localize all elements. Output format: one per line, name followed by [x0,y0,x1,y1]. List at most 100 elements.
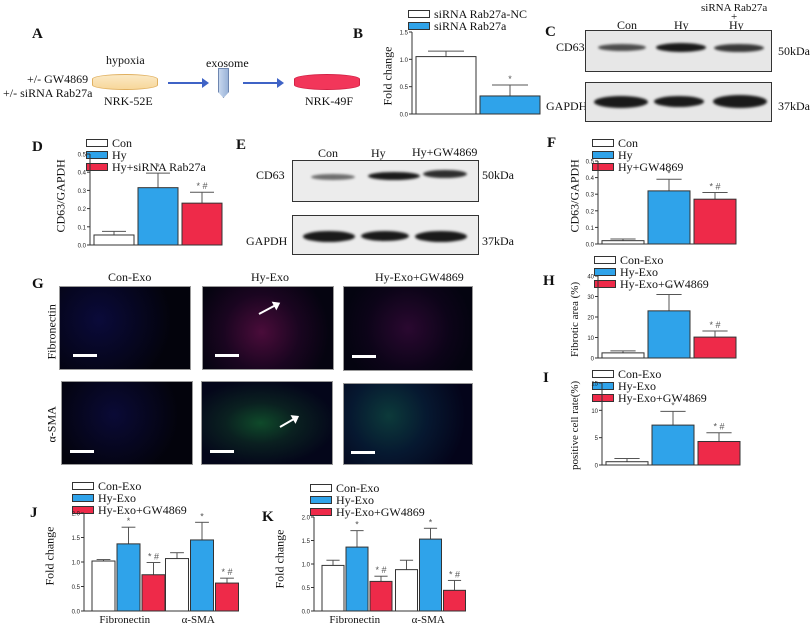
arrow-icon [243,82,281,84]
lane-label: Hy [729,18,744,32]
svg-text:0.0: 0.0 [78,244,87,250]
blot-size: 50kDa [778,44,810,58]
legend-text: Hy [112,148,127,162]
arrow-head-icon [277,78,284,88]
chart-j: 0.0 0.5 1.0 1.5 2.0 Fibronectin α-SMA * * # * * # [70,511,239,632]
legend-swatch [310,484,332,492]
svg-text:*: * [508,74,512,84]
panel-label-d: D [32,139,43,155]
legend-k: Con-Exo Hy-Exo Hy-Exo+GW4869 [310,482,425,518]
svg-text:0.3: 0.3 [78,189,87,195]
svg-text:* #: * # [196,181,207,191]
legend-text: Hy+GW4869 [618,160,684,174]
svg-text:1.0: 1.0 [302,563,311,569]
panel-label-f: F [547,135,557,151]
svg-text:0: 0 [591,357,595,363]
legend-b: siRNA Rab27a-NC siRNA Rab27a [408,8,527,32]
svg-text:0: 0 [595,464,599,470]
svg-text:*: * [667,168,671,178]
scale-bar [352,355,376,358]
svg-text:0.4: 0.4 [78,171,87,177]
y-axis-label: Fold change [380,46,395,106]
svg-text:1.5: 1.5 [72,536,81,542]
label-exosome: exosome [206,56,249,70]
blot-size: 37kDa [482,234,514,248]
legend-swatch [594,280,616,288]
svg-text:0.5: 0.5 [78,153,87,159]
western-blot-cd63 [585,30,772,72]
western-blot-cd63 [292,160,479,202]
svg-text:0.5: 0.5 [400,85,409,91]
svg-text:0.0: 0.0 [72,610,81,616]
treatment-gw4869: +/- GW4869 [27,72,89,86]
svg-text:0.3: 0.3 [586,193,595,199]
svg-text:Fibronectin: Fibronectin [99,614,150,626]
arrow-icon [168,82,206,84]
legend-swatch [72,494,94,502]
lane-label: siRNA Rab27a [701,2,768,14]
svg-text:1.0: 1.0 [72,561,81,567]
panel-label-h: H [543,273,555,289]
dish-nrk52e [92,74,158,90]
legend-swatch [592,394,614,402]
svg-text:* #: * # [713,422,724,432]
legend-swatch [310,508,332,516]
scale-bar [215,354,239,357]
svg-text:15: 15 [591,382,598,388]
svg-text:0.1: 0.1 [78,225,87,231]
svg-text:10: 10 [591,409,598,415]
legend-swatch [594,256,616,264]
svg-text:0.5: 0.5 [72,585,81,591]
svg-text:α-SMA: α-SMA [182,614,215,626]
blot-row-label: CD63 [256,168,285,182]
svg-text:2.0: 2.0 [302,516,311,522]
legend-text: siRNA Rab27a-NC [434,7,527,21]
legend-swatch [86,151,108,159]
legend-text: Con [618,136,639,150]
blot-size: 50kDa [482,168,514,182]
legend-h: Con-Exo Hy-Exo Hy-Exo+GW4869 [594,254,709,290]
svg-text:* #: * # [221,567,232,577]
treatment-sirna: +/- siRNA Rab27a [3,86,93,100]
y-axis-label: Fold change [272,529,287,589]
legend-swatch [594,268,616,276]
y-axis-label: Fold change [42,526,57,586]
legend-swatch [592,370,614,378]
legend-swatch [86,163,108,171]
svg-text:0.0: 0.0 [586,243,595,249]
micrograph-fibronectin-con-exo [59,286,191,370]
legend-swatch [86,139,108,147]
row-label: α-SMA [44,406,59,443]
y-axis-label: CD63/GAPDH [567,159,582,233]
legend-text: Hy [618,148,633,162]
svg-text:40: 40 [587,275,594,281]
svg-text:2.0: 2.0 [72,512,81,518]
panel-label-g: G [32,276,44,292]
panel-label-i: I [543,370,549,386]
chart-b: 0.0 0.5 1.0 1.5 * [398,31,541,135]
legend-swatch [408,22,430,30]
dish-nrk49f [294,74,360,90]
legend-text: Hy-Exo+GW4869 [98,503,187,517]
svg-text:20: 20 [587,316,594,322]
lane-label: Con [318,146,339,160]
svg-text:* #: * # [375,565,386,575]
chart-h: 0 10 20 30 40 * * # [584,275,737,379]
legend-text: Hy-Exo [620,265,658,279]
legend-j: Con-Exo Hy-Exo Hy-Exo+GW4869 [72,480,187,516]
legend-swatch [592,163,614,171]
legend-text: Con-Exo [618,367,662,381]
arrow-head-icon [202,78,209,88]
western-blot-gapdh [292,215,479,255]
svg-text:*: * [429,517,433,527]
svg-text:0.0: 0.0 [302,610,311,616]
chart-k: 0.0 0.5 1.0 1.5 2.0 Fibronectin α-SMA * * # * * # [300,516,466,632]
y-axis-label: positive cell rate(%) [569,380,581,470]
lane-label: Hy+GW4869 [412,145,478,159]
legend-text: Hy-Exo [618,379,656,393]
micrograph-asma-con-exo [61,381,193,465]
chart-i: 0 5 10 15 * * # [588,382,741,486]
micrograph-fibronectin-hy-exo [202,286,334,370]
panel-label-b: B [353,26,364,42]
scale-bar [210,450,234,453]
